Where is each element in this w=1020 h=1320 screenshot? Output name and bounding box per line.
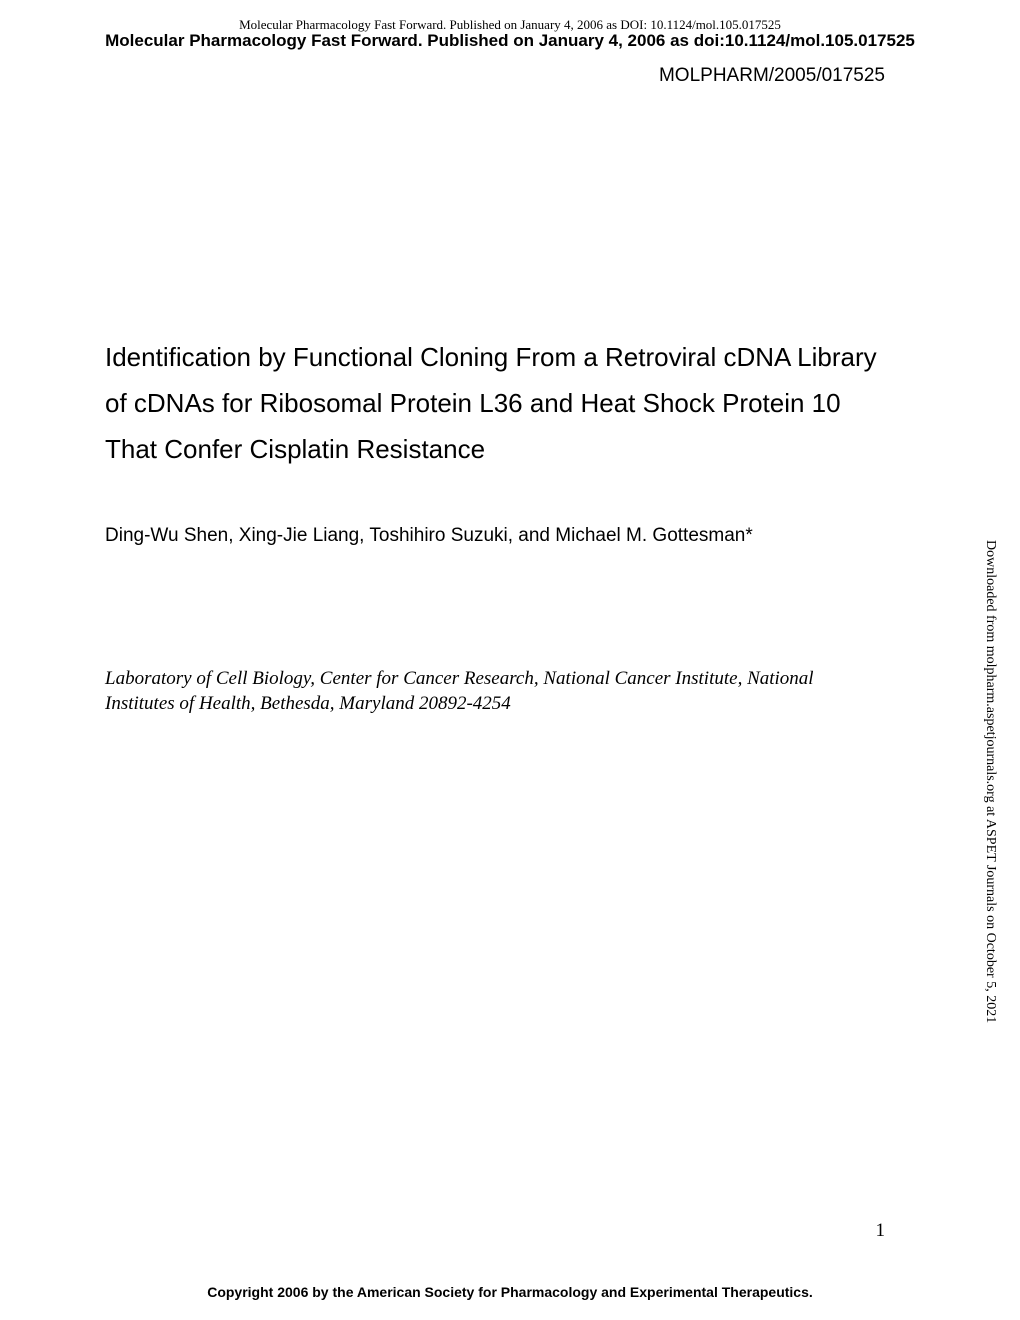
page-number: 1 <box>876 1220 886 1242</box>
manuscript-number: MOLPHARM/2005/017525 <box>659 65 885 87</box>
paper-title: Identification by Functional Cloning Fro… <box>105 335 880 472</box>
download-info-sidebar: Downloaded from molpharm.aspetjournals.o… <box>982 540 998 1023</box>
authors: Ding-Wu Shen, Xing-Jie Liang, Toshihiro … <box>105 523 880 550</box>
copyright-footer: Copyright 2006 by the American Society f… <box>0 1284 1020 1300</box>
affiliation: Laboratory of Cell Biology, Center for C… <box>105 667 880 716</box>
header-fast-forward-2: Molecular Pharmacology Fast Forward. Pub… <box>0 31 1020 51</box>
